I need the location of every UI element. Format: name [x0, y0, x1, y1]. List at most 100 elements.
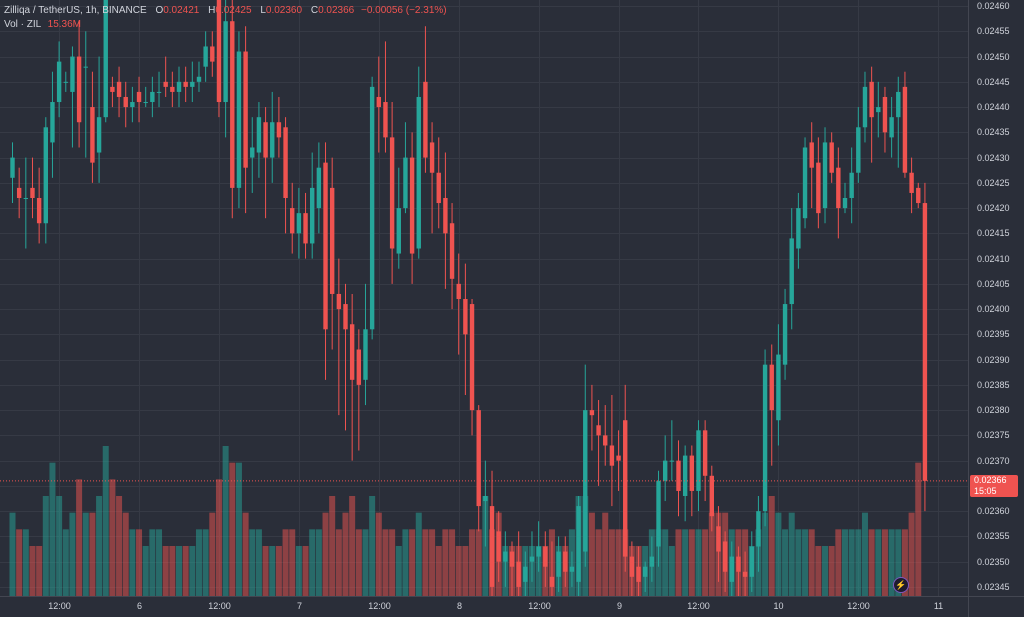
candle-body	[769, 364, 774, 411]
volume-bar	[802, 529, 809, 596]
legend-ohlc-row: Zilliqa / TetherUS, 1h, BINANCE O0.02421…	[4, 4, 447, 18]
volume-bar	[56, 496, 63, 596]
volume-bar	[242, 512, 249, 596]
candle-body	[729, 556, 734, 582]
price-tick-label: 0.02420	[977, 202, 1010, 213]
volume-bar	[469, 529, 476, 596]
time-tick-label: 8	[456, 601, 463, 611]
candle-body	[130, 102, 135, 108]
candle-body	[543, 546, 548, 567]
price-tick-label: 0.02360	[977, 505, 1010, 516]
volume-bar	[409, 529, 416, 596]
volume-bar	[162, 546, 169, 596]
time-axis[interactable]: 12:00 6 12:00 7 12:00 8 12:00 9 12:00 10 12:00 11	[0, 596, 968, 617]
candle-body	[190, 81, 195, 87]
current-price-value: 0.02366	[974, 474, 1007, 485]
candle-body	[876, 107, 881, 113]
volume-bar	[901, 529, 908, 596]
candle-body	[76, 56, 82, 123]
volume-bar	[42, 496, 49, 596]
open-key: O	[155, 5, 164, 16]
chart-plot-area[interactable]	[0, 0, 968, 596]
candle-body	[616, 455, 621, 461]
candle-body	[323, 162, 328, 330]
candle-body	[250, 147, 255, 158]
volume-bar	[788, 512, 795, 596]
candle-body	[556, 551, 561, 577]
candle-body	[316, 167, 322, 209]
volume-label[interactable]: Vol · ZIL	[4, 19, 41, 30]
candle-body	[236, 51, 242, 188]
price-axis[interactable]: 0.02460 0.02455 0.02450 0.02445 0.02440 0.024…	[968, 0, 1024, 596]
candle-body	[636, 566, 641, 582]
volume-bar	[195, 529, 202, 596]
volume-bar	[262, 546, 269, 596]
symbol-title[interactable]: Zilliqa / TetherUS, 1h, BINANCE	[4, 5, 147, 16]
candle-body	[762, 364, 768, 512]
volume-bar	[895, 529, 902, 596]
price-tick-label: 0.02380	[977, 404, 1010, 415]
volume-bar	[49, 462, 56, 596]
candle-body	[496, 531, 501, 562]
volume-bar	[22, 529, 29, 596]
candle-body	[343, 304, 348, 330]
candle-body	[389, 137, 395, 249]
candle-body	[30, 187, 35, 198]
volume-bar	[149, 529, 156, 596]
candle-body	[230, 21, 235, 188]
candle-body	[70, 56, 75, 92]
candle-body	[136, 91, 142, 103]
price-tick-label: 0.02400	[977, 303, 1010, 314]
volume-bar	[402, 529, 409, 596]
volume-bar	[322, 512, 329, 596]
candle-body	[549, 576, 555, 587]
price-tick-label: 0.02440	[977, 101, 1010, 112]
price-tick-label: 0.02450	[977, 51, 1010, 62]
price-tick-label: 0.02350	[977, 556, 1010, 567]
volume-bar	[176, 546, 182, 596]
volume-bar	[835, 529, 842, 596]
volume-bar	[768, 496, 775, 596]
candle-body	[270, 122, 275, 158]
close-key: C	[310, 5, 319, 16]
volume-bar	[475, 529, 482, 596]
candle-body	[716, 526, 721, 552]
volume-bar	[828, 546, 835, 596]
volume-bar	[815, 546, 822, 596]
volume-bar	[222, 446, 229, 596]
candle-body	[643, 566, 648, 577]
volume-bar	[682, 529, 689, 596]
candle-body	[16, 187, 22, 198]
candle-body	[916, 187, 921, 204]
candle-body	[363, 329, 368, 380]
price-tick-label: 0.02460	[977, 0, 1010, 11]
volume-bar	[369, 496, 376, 596]
candle-body	[736, 556, 741, 572]
lightning-icon[interactable]: ⚡	[893, 577, 909, 593]
candle-body	[456, 283, 461, 300]
volume-bar	[142, 546, 149, 596]
bar-countdown: 15:05	[974, 485, 997, 496]
candle-body	[310, 187, 315, 244]
axis-corner	[968, 596, 1024, 617]
candle-body	[709, 475, 714, 517]
open-value: 0.02421	[163, 5, 200, 16]
candle-body	[662, 460, 668, 481]
volume-bar	[269, 546, 276, 596]
volume-bar	[315, 529, 322, 596]
volume-bar	[395, 546, 402, 596]
candle-body	[862, 86, 868, 128]
candle-body	[356, 349, 362, 385]
volume-bar	[808, 529, 815, 596]
volume-bar	[688, 529, 695, 596]
volume-bar	[775, 512, 782, 596]
volume-bar	[9, 512, 16, 596]
volume-bar	[908, 512, 915, 596]
candle-body	[263, 122, 268, 158]
candle-body	[469, 304, 475, 411]
candle-body	[383, 102, 388, 138]
candle-body	[856, 127, 861, 173]
low-value: 0.02360	[265, 5, 303, 16]
volume-bar	[362, 529, 369, 596]
